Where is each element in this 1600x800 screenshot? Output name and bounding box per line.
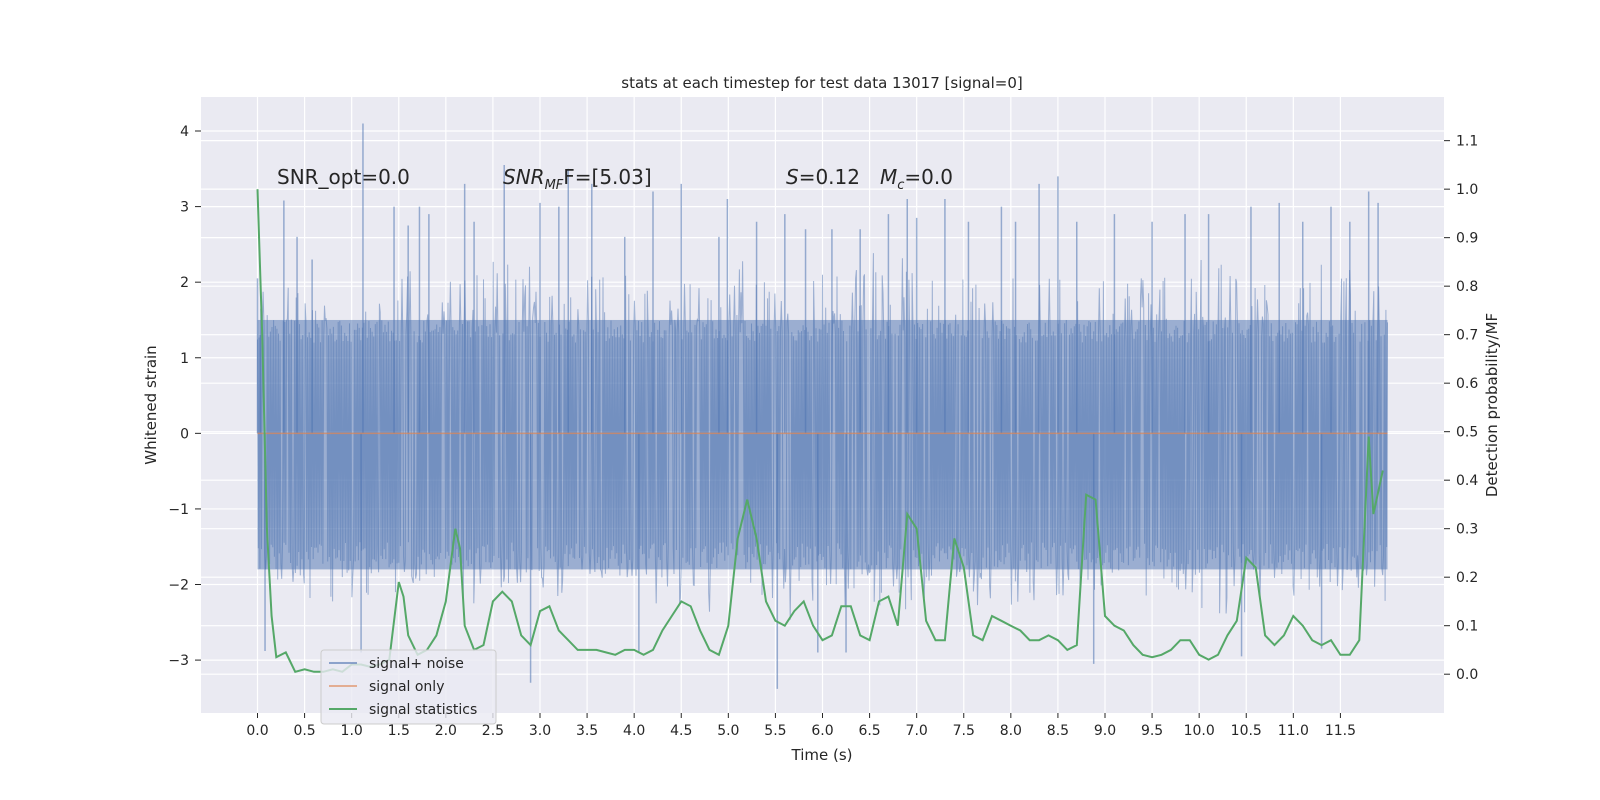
signal-noise-series (256, 123, 1388, 689)
chart-title: stats at each timestep for test data 130… (621, 74, 1022, 92)
legend: signal+ noise signal only signal statist… (320, 649, 497, 725)
x-tick-label: 0.0 (246, 723, 268, 739)
annotation-mc-sub: c (897, 178, 904, 193)
x-tick-label: 1.5 (388, 723, 410, 739)
y-right-tick-label: 0.2 (1456, 570, 1478, 586)
y-right-tick-label: 0.1 (1456, 619, 1478, 635)
x-tick-label: 5.0 (717, 723, 739, 739)
noise-waveform (257, 253, 1388, 620)
y-left-tick-label: 4 (180, 124, 189, 140)
x-tick-label: 4.0 (623, 723, 645, 739)
x-tick-label: 10.5 (1231, 723, 1262, 739)
x-tick-label: 5.5 (764, 723, 786, 739)
annotation-mc: Mc=0.0 (880, 165, 953, 193)
y-left-tick-label: 0 (180, 426, 189, 442)
y-left-tick-label: −2 (168, 578, 189, 594)
y-right-tick-label: 0.8 (1456, 279, 1478, 295)
y-left-tick-label: −1 (168, 502, 189, 518)
x-tick-label: 3.0 (529, 723, 551, 739)
legend-label-signal-noise: signal+ noise (369, 656, 464, 672)
x-tick-label: 9.5 (1141, 723, 1163, 739)
y-left-tick-label: −3 (168, 653, 189, 669)
x-tick-label: 9.0 (1094, 723, 1116, 739)
annotation-s-value: =0.12 (799, 165, 860, 189)
x-tick-label: 7.5 (953, 723, 975, 739)
x-tick-label: 11.0 (1278, 723, 1309, 739)
annotation-snr-opt: SNR_opt=0.0 (277, 165, 410, 189)
legend-box (320, 649, 497, 725)
y-right-axis-ticks: 0.0 0.1 0.2 0.3 0.4 0.5 0.6 0.7 0.8 0.9 1.0 1.1 (1444, 134, 1478, 683)
annotation-snr-mf-value: F=[5.03] (563, 165, 651, 189)
legend-label-signal-only: signal only (369, 679, 444, 695)
x-tick-label: 6.0 (811, 723, 833, 739)
x-tick-label: 11.5 (1325, 723, 1356, 739)
annotation-mc-main: M (880, 165, 897, 189)
x-tick-label: 7.0 (906, 723, 928, 739)
y-right-axis-label: Detection probability/MF (1483, 313, 1501, 497)
y-right-tick-label: 0.0 (1456, 667, 1478, 683)
y-right-tick-label: 0.6 (1456, 376, 1478, 392)
x-tick-label: 8.0 (1000, 723, 1022, 739)
x-axis-ticks: 0.0 0.5 1.0 1.5 2.0 2.5 3.0 3.5 4.0 4.5 5.0 5.5 6.0 6… (246, 713, 1356, 739)
x-tick-label: 3.5 (576, 723, 598, 739)
annotation-snr-mf: SNRMFF=[5.03] (503, 165, 652, 193)
x-tick-label: 8.5 (1047, 723, 1069, 739)
x-tick-label: 10.0 (1184, 723, 1215, 739)
y-right-tick-label: 0.7 (1456, 328, 1478, 344)
y-left-axis-ticks: −3 −2 −1 0 1 2 3 4 (168, 124, 201, 669)
x-tick-label: 0.5 (293, 723, 315, 739)
annotation-snr-mf-sub: MF (545, 178, 564, 193)
y-left-tick-label: 1 (180, 351, 189, 367)
annotation-snr-mf-main: SNR (503, 165, 545, 189)
y-left-axis-label: Whitened strain (142, 345, 160, 464)
x-tick-label: 2.0 (435, 723, 457, 739)
x-tick-label: 2.5 (482, 723, 504, 739)
annotation-s-main: S (786, 165, 799, 189)
y-right-tick-label: 0.5 (1456, 425, 1478, 441)
x-tick-label: 6.5 (858, 723, 880, 739)
x-tick-label: 1.0 (341, 723, 363, 739)
y-right-tick-label: 0.3 (1456, 522, 1478, 538)
y-left-tick-label: 2 (180, 275, 189, 291)
annotation-s: S=0.12 (786, 165, 860, 189)
x-tick-label: 4.5 (670, 723, 692, 739)
x-axis-label: Time (s) (791, 746, 853, 764)
annotation-mc-value: =0.0 (904, 165, 953, 189)
legend-label-signal-statistics: signal statistics (369, 702, 477, 718)
y-right-tick-label: 1.1 (1456, 134, 1478, 150)
y-right-tick-label: 0.4 (1456, 473, 1478, 489)
y-right-tick-label: 0.9 (1456, 231, 1478, 247)
y-left-tick-label: 3 (180, 200, 189, 216)
y-right-tick-label: 1.0 (1456, 182, 1478, 198)
